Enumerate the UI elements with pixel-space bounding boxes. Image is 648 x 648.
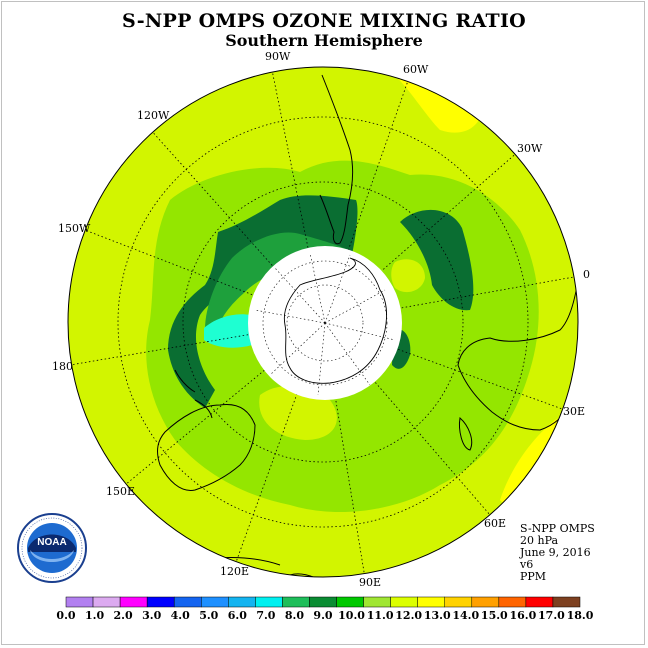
map-outline xyxy=(67,66,579,578)
coast-madagascar xyxy=(459,417,473,451)
info-version: v6 xyxy=(520,558,534,571)
colorbar-tick-label: 3.0 xyxy=(142,609,161,622)
colorbar-swatch xyxy=(390,596,418,608)
info-units: PPM xyxy=(520,570,547,583)
colorbar-swatch xyxy=(552,596,581,608)
colorbar-swatch xyxy=(65,596,94,608)
colorbar-tick-label: 0.0 xyxy=(56,609,75,622)
colorbar-swatch xyxy=(525,596,554,608)
colorbar-swatch xyxy=(444,596,473,608)
colorbar-swatch xyxy=(309,596,337,608)
lon-label-150w: 150W xyxy=(58,222,91,235)
colorbar-tick-label: 15.0 xyxy=(481,609,508,622)
info-date: June 9, 2016 xyxy=(520,546,591,559)
coast-antarctica xyxy=(283,257,388,384)
colorbar-swatch xyxy=(201,596,229,608)
lon-label-120w: 120W xyxy=(137,109,170,122)
coast-south-america xyxy=(319,74,354,245)
colorbar-tick-label: 6.0 xyxy=(228,609,247,622)
longitude-labels: 90W 60W 120W 30W 150W 0 180 30E 150E 60E… xyxy=(52,50,590,589)
lon-label-120e: 120E xyxy=(220,565,249,578)
coast-new-zealand xyxy=(174,369,213,419)
colorbar-swatch xyxy=(92,596,121,608)
lon-label-90e: 90E xyxy=(359,576,381,589)
lon-label-60e: 60E xyxy=(484,517,506,530)
coast-africa xyxy=(457,269,578,431)
coast-australia xyxy=(157,403,256,491)
colorbar-tick-label: 13.0 xyxy=(424,609,451,622)
colorbar-tick-label: 1.0 xyxy=(85,609,104,622)
colorbar-swatch xyxy=(173,596,202,608)
colorbar-swatch xyxy=(228,596,256,608)
noaa-logo: NOAA xyxy=(17,513,87,583)
colorbar-tick-label: 12.0 xyxy=(395,609,422,622)
colorbar-swatch xyxy=(282,596,310,608)
lon-label-30w: 30W xyxy=(517,142,543,155)
field-yg-island-east xyxy=(391,259,425,293)
lon-label-150e: 150E xyxy=(106,485,135,498)
field-cyan xyxy=(204,314,252,348)
lon-label-30e: 30E xyxy=(563,405,585,418)
colorbar-tick-label: 5.0 xyxy=(199,609,218,622)
noaa-logo-text: NOAA xyxy=(37,537,66,548)
colorbar-swatch xyxy=(119,596,148,608)
info-level: 20 hPa xyxy=(520,534,559,547)
coastlines xyxy=(157,74,578,577)
colorbar-tick-label: 4.0 xyxy=(171,609,190,622)
lon-label-180: 180 xyxy=(52,360,73,373)
colorbar-swatch xyxy=(363,596,391,608)
colorbar-swatch xyxy=(255,596,283,608)
polar-mask xyxy=(248,246,402,400)
lon-label-60w: 60W xyxy=(403,63,429,76)
colorbar-tick-label: 18.0 xyxy=(567,609,594,622)
colorbar-tick-label: 16.0 xyxy=(509,609,536,622)
colorbar-swatch xyxy=(146,596,175,608)
colorbar-swatch xyxy=(336,596,364,608)
colorbar-tick-label: 10.0 xyxy=(338,609,365,622)
colorbar-swatch xyxy=(417,596,445,608)
colorbar-tick-label: 9.0 xyxy=(313,609,332,622)
colorbar-swatch xyxy=(471,596,500,608)
colorbar-tick-label: 8.0 xyxy=(285,609,304,622)
field-dark-green-east xyxy=(400,209,474,311)
colorbar-tick-label: 14.0 xyxy=(452,609,479,622)
page-title: S-NPP OMPS OZONE MIXING RATIO xyxy=(121,10,527,32)
colorbar-swatch xyxy=(498,596,527,608)
info-instrument: S-NPP OMPS xyxy=(520,522,595,535)
page-subtitle: Southern Hemisphere xyxy=(225,31,423,50)
coast-east-africa-tip xyxy=(519,489,556,521)
colorbar-tick-label: 17.0 xyxy=(538,609,565,622)
colorbar: 0.0 1.0 2.0 3.0 4.0 5.0 6.0 7.0 8.0 9.0 10.0 11.0 12… xyxy=(56,596,594,622)
lon-label-0: 0 xyxy=(583,268,590,281)
colorbar-tick-label: 2.0 xyxy=(114,609,133,622)
colorbar-tick-label: 7.0 xyxy=(256,609,275,622)
lon-label-90w: 90W xyxy=(265,50,291,63)
colorbar-tick-label: 11.0 xyxy=(367,609,394,622)
